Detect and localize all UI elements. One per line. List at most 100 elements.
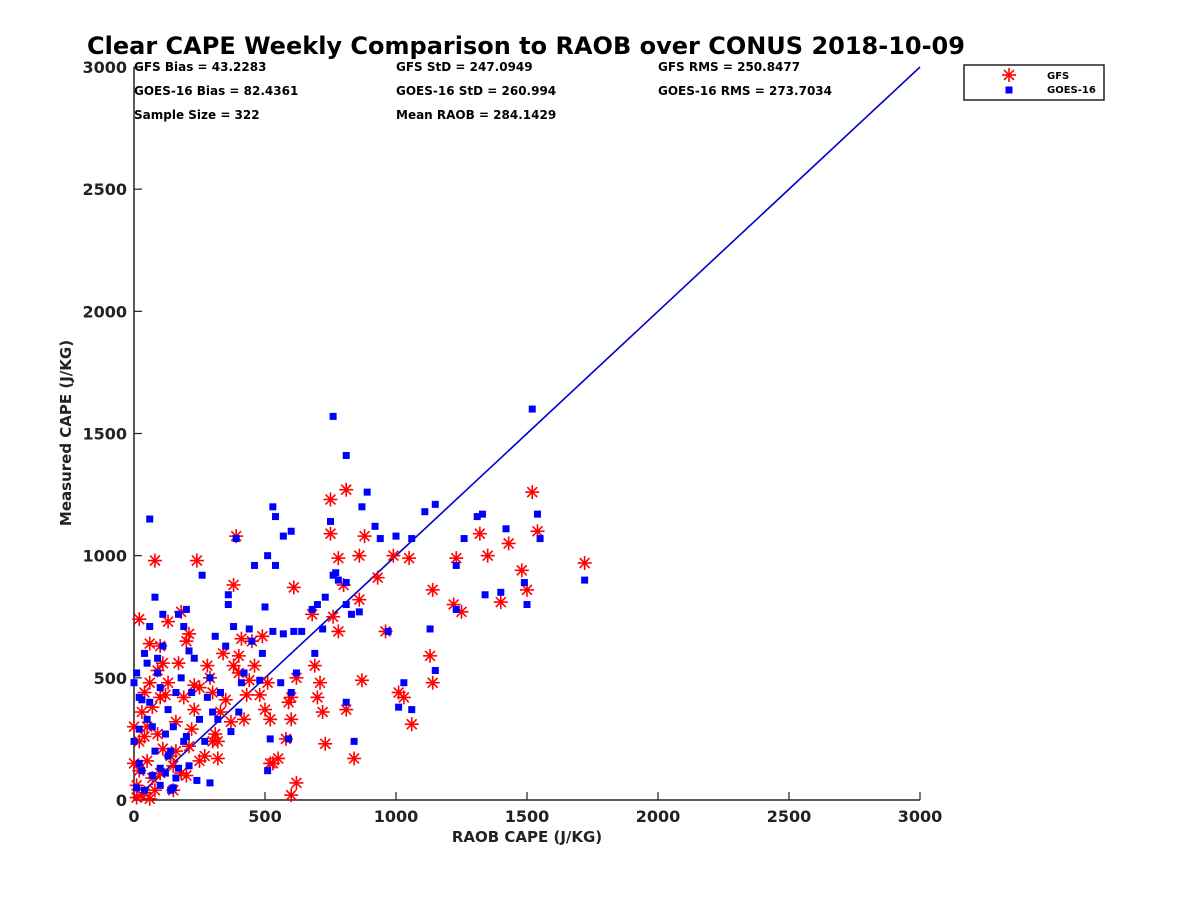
goes16-point — [185, 647, 193, 655]
goes16-point — [227, 728, 235, 736]
goes16-point — [269, 503, 277, 511]
goes16-point — [232, 535, 240, 543]
gfs-point — [187, 702, 202, 717]
gfs-point — [391, 685, 406, 700]
goes16-point — [151, 593, 159, 601]
gfs-point — [255, 629, 270, 644]
y-tick-label: 1000 — [82, 547, 127, 566]
legend: GFS GOES-16 — [963, 64, 1105, 101]
goes16-point — [156, 781, 164, 789]
goes16-point — [148, 772, 156, 780]
goes16-point — [164, 752, 172, 760]
goes16-point — [426, 625, 434, 633]
goes16-point — [222, 642, 230, 650]
y-tick-label: 3000 — [82, 58, 127, 77]
gfs-point — [223, 714, 238, 729]
goes16-point — [140, 649, 148, 657]
legend-goes16-label: GOES-16 — [1047, 85, 1096, 96]
goes16-point — [355, 608, 363, 616]
goes16-point — [266, 735, 274, 743]
goes16-point — [156, 684, 164, 692]
gfs-point — [192, 753, 207, 768]
gfs-point — [284, 712, 299, 727]
gfs-point — [370, 570, 385, 585]
stat-text: Sample Size = 322 — [134, 108, 260, 122]
goes16-point — [135, 759, 143, 767]
goes16-point — [261, 603, 269, 611]
gfs-point — [331, 624, 346, 639]
gfs-point — [423, 648, 438, 663]
goes16-point — [237, 679, 245, 687]
goes16-point — [161, 730, 169, 738]
goes16-point — [452, 561, 460, 569]
goes16-point — [175, 610, 183, 618]
goes16-point — [130, 679, 138, 687]
goes16-point — [321, 593, 329, 601]
y-tick-label: 2000 — [82, 302, 127, 321]
stat-text: GFS Bias = 43.2283 — [134, 60, 266, 74]
goes16-point — [135, 693, 143, 701]
goes16-point — [264, 767, 272, 775]
gfs-point — [286, 580, 301, 595]
goes16-point — [167, 747, 175, 755]
gfs-point — [347, 751, 362, 766]
goes16-point — [146, 698, 154, 706]
gfs-point — [323, 526, 338, 541]
goes16-point — [497, 588, 505, 596]
goes16-point — [143, 659, 151, 667]
goes16-point — [193, 776, 201, 784]
x-tick-label: 3000 — [898, 807, 943, 826]
gfs-point — [247, 658, 262, 673]
gfs-point — [339, 482, 354, 497]
stat-text: GOES-16 Bias = 82.4361 — [134, 84, 298, 98]
goes16-point — [481, 591, 489, 599]
goes16-point — [245, 625, 253, 633]
goes16-point — [214, 715, 222, 723]
goes16-point — [384, 627, 392, 635]
goes16-point — [154, 669, 162, 677]
goes16-point — [269, 627, 277, 635]
goes16-point — [421, 508, 429, 516]
stat-text: GOES-16 StD = 260.994 — [396, 84, 556, 98]
goes16-point — [146, 515, 154, 523]
goes16-point — [216, 688, 224, 696]
goes16-point — [143, 715, 151, 723]
goes16-point — [161, 769, 169, 777]
gfs-point — [289, 775, 304, 790]
gfs-point — [501, 536, 516, 551]
axes: 0 500 1000 1500 2000 2500 3000 0 500 1000 1500 2000… — [82, 58, 942, 826]
goes16-point — [209, 708, 217, 716]
gfs-point — [354, 673, 369, 688]
one-to-one-line — [133, 66, 921, 801]
goes16-point — [185, 762, 193, 770]
goes16-point — [188, 688, 196, 696]
gfs-point — [252, 687, 267, 702]
y-tick-label: 500 — [94, 669, 127, 688]
goes16-point — [342, 451, 350, 459]
goes16-point — [523, 601, 531, 609]
goes16-point — [358, 503, 366, 511]
goes16-point — [148, 723, 156, 731]
goes16-point — [313, 601, 321, 609]
gfs-point — [179, 768, 194, 783]
goes16-point — [277, 679, 285, 687]
gfs-point — [226, 658, 241, 673]
gfs-point — [386, 548, 401, 563]
goes16-point — [536, 535, 544, 543]
goes16-point — [190, 654, 198, 662]
goes16-point — [334, 576, 342, 584]
goes16-point — [473, 513, 481, 521]
goes16-point — [138, 767, 146, 775]
goes16-point — [329, 412, 337, 420]
goes16-point — [201, 737, 209, 745]
goes16-series-layer — [130, 405, 589, 794]
gfs-point — [200, 658, 215, 673]
goes16-point — [285, 735, 293, 743]
goes16-point — [258, 649, 266, 657]
goes16-point — [206, 674, 214, 682]
goes16-point — [342, 579, 350, 587]
gfs-series-layer — [127, 482, 592, 806]
goes16-point — [211, 632, 219, 640]
gfs-point — [425, 675, 440, 690]
goes16-point — [400, 679, 408, 687]
